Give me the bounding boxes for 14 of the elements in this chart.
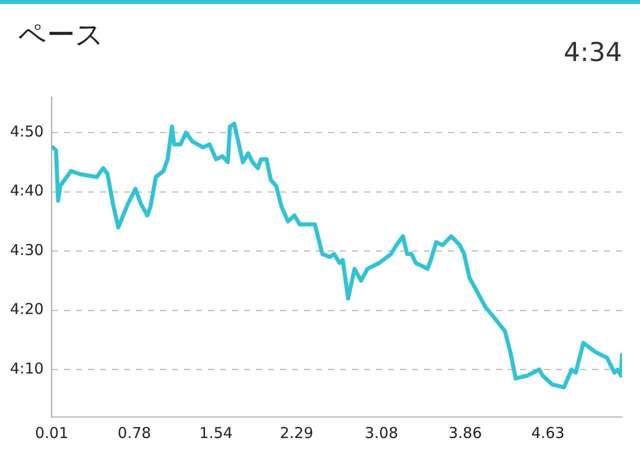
x-tick-label: 3.86 [448, 424, 482, 442]
chart-title: ペース [18, 17, 104, 53]
y-tick-label: 4:10 [10, 359, 44, 378]
y-tick-label: 4:50 [10, 122, 44, 140]
y-tick-label: 4:40 [10, 182, 44, 200]
chart-subtitle: 4:34 [564, 38, 622, 68]
x-tick-label: 0.78 [118, 424, 152, 442]
x-tick-label: 3.08 [364, 424, 398, 442]
y-tick-label: 4:30 [10, 240, 44, 259]
x-tick-label: 4.63 [531, 424, 565, 442]
x-tick-label: 1.54 [199, 424, 233, 442]
x-tick-label: 0.01 [34, 424, 68, 442]
x-tick-label: 2.29 [280, 424, 314, 442]
y-tick-label: 4:20 [10, 300, 44, 318]
